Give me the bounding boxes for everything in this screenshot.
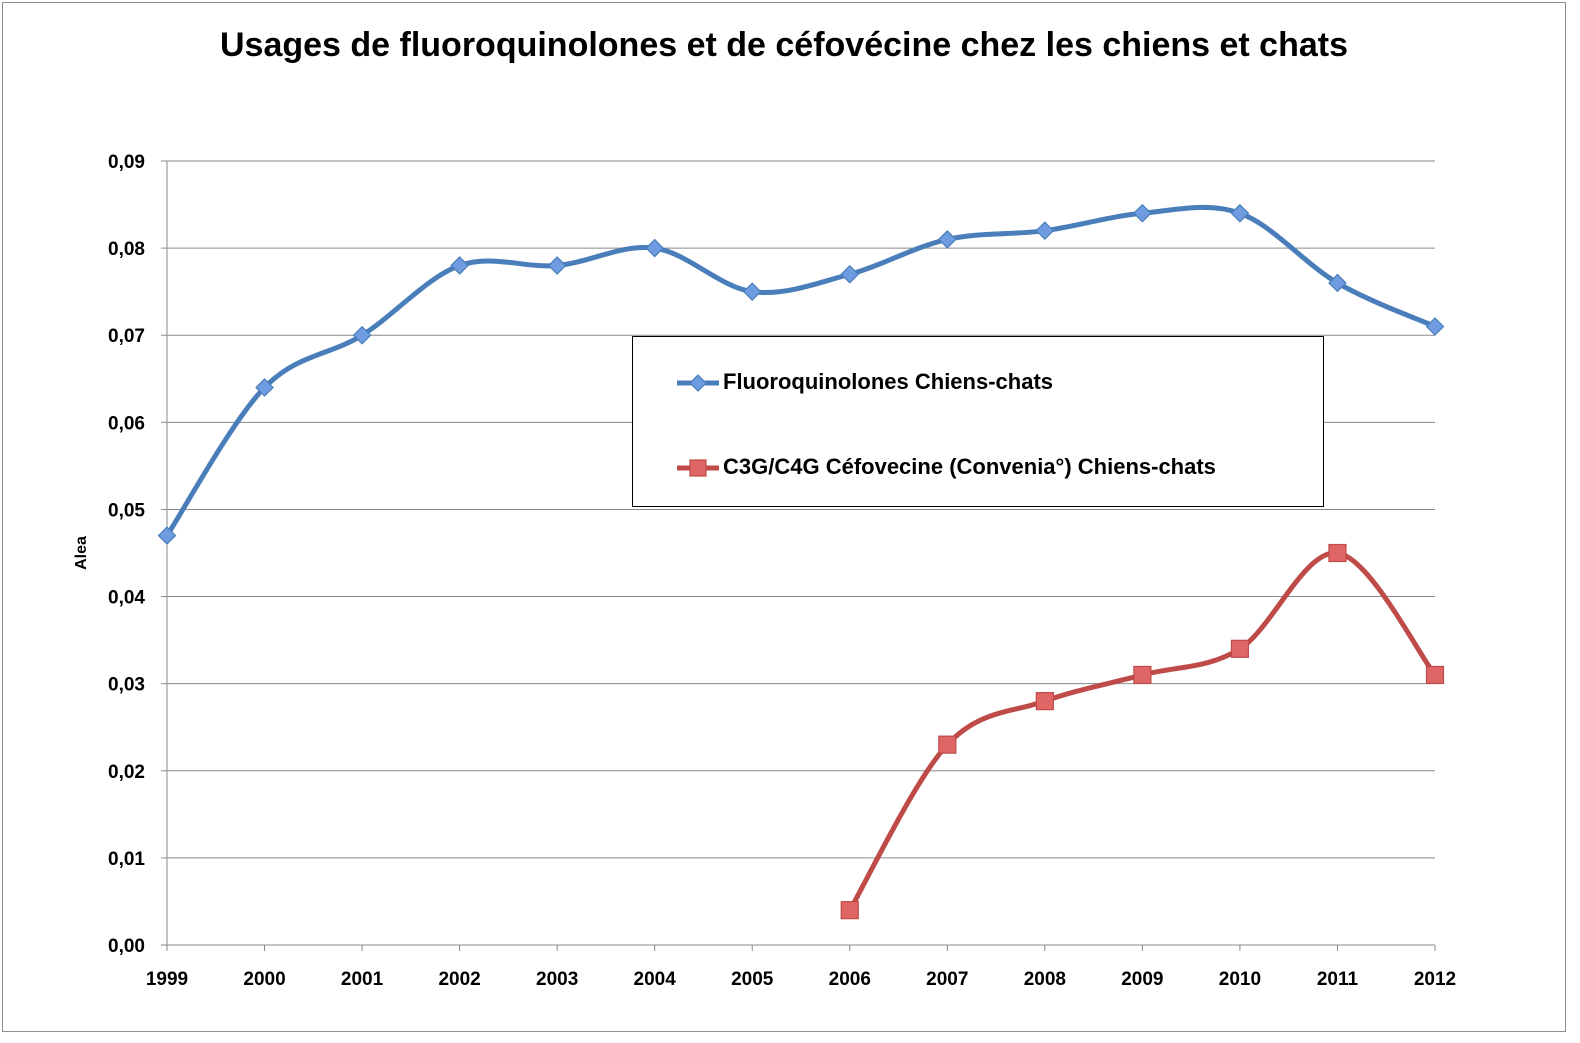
data-point [840, 901, 859, 920]
y-tick-label: 0,07 [108, 326, 145, 347]
legend-marker [689, 374, 707, 392]
data-point [840, 264, 860, 284]
data-point [450, 256, 469, 275]
x-tick-label: 2010 [1219, 969, 1261, 990]
x-tick-label: 2001 [341, 969, 384, 990]
series-1 [157, 203, 1445, 545]
x-tick-label: 2002 [438, 969, 480, 990]
x-tick-label: 2011 [1317, 969, 1359, 990]
legend-swatch [677, 374, 719, 392]
x-tick-label: 2008 [1024, 969, 1066, 990]
data-point [1230, 203, 1250, 223]
legend-label: Fluoroquinolones Chiens-chats [723, 369, 1054, 394]
chart-title: Usages de fluoroquinolones et de céfovéc… [219, 26, 1348, 64]
data-point [1328, 273, 1347, 293]
chart-frame [2, 2, 1566, 1032]
data-point [1328, 543, 1347, 563]
data-point [645, 238, 665, 258]
data-point [1230, 639, 1250, 658]
data-point [1425, 665, 1445, 685]
y-tick-label: 0,02 [108, 762, 145, 783]
y-axis-label: Alea [73, 536, 90, 570]
data-point [742, 282, 762, 302]
x-tick-label: 2007 [926, 969, 968, 990]
data-point [255, 378, 274, 397]
x-tick-label: 2012 [1414, 969, 1456, 990]
data-point [1133, 665, 1152, 685]
y-tick-label: 0,05 [108, 500, 145, 521]
x-tick-label: 2006 [829, 969, 871, 990]
y-tick-label: 0,09 [108, 152, 145, 173]
y-tick-label: 0,00 [108, 936, 145, 957]
y-tick-label: 0,08 [108, 239, 145, 260]
legend-swatch [677, 459, 719, 477]
data-point [1035, 691, 1054, 711]
x-tick-label: 2000 [243, 969, 285, 990]
legend-label: C3G/C4G Céfovecine (Convenia°) Chiens-ch… [723, 454, 1216, 479]
data-point [157, 526, 177, 545]
data-point [1133, 203, 1152, 223]
legend: Fluoroquinolones Chiens-chats C3G/C4G Céf… [632, 336, 1324, 507]
data-point [352, 325, 372, 345]
y-tick-label: 0,01 [108, 849, 145, 870]
data-point [937, 230, 957, 249]
y-tick-label: 0,06 [108, 413, 145, 434]
series-2 [840, 543, 1445, 920]
series-line [847, 550, 1438, 913]
x-tick-label: 2004 [634, 969, 677, 990]
data-point [1035, 221, 1055, 241]
data-point [547, 256, 567, 275]
x-tick-label: 2009 [1121, 969, 1163, 990]
data-point [1425, 317, 1445, 336]
legend-marker [689, 459, 707, 477]
y-tick-label: 0,04 [108, 588, 145, 609]
y-tick-label: 0,03 [108, 675, 145, 696]
x-tick-label: 2003 [536, 969, 578, 990]
x-tick-label: 2005 [731, 969, 774, 990]
data-point [938, 735, 957, 754]
x-tick-label: 1999 [146, 969, 188, 990]
